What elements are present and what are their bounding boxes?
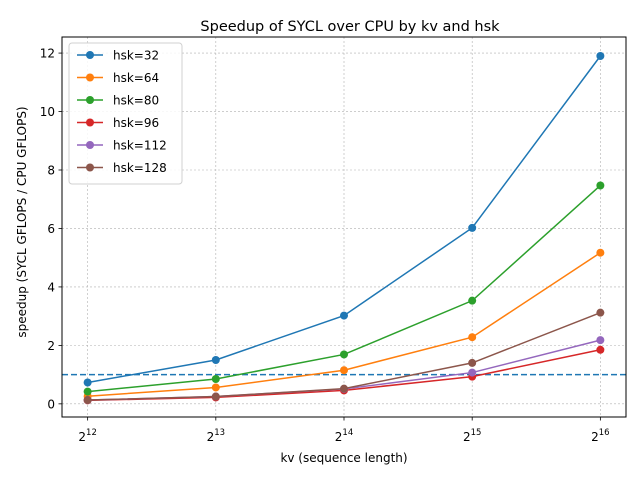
data-point bbox=[468, 368, 477, 377]
series-hsk-32 bbox=[83, 52, 605, 387]
data-point bbox=[340, 350, 348, 359]
x-tick-label: 213 bbox=[207, 428, 225, 444]
data-point bbox=[340, 366, 348, 375]
legend: hsk=32 hsk=64 hsk=80 hsk=96 hsk=112 hsk=128 bbox=[68, 42, 183, 185]
x-axis-label: kv (sequence length) bbox=[280, 451, 407, 465]
legend-entry-hsk-128: hsk=128 bbox=[77, 161, 167, 175]
data-point bbox=[211, 375, 220, 383]
y-axis-label: speedup (SYCL GFLOPS / CPU GFLOPS) bbox=[15, 106, 29, 337]
legend-label: hsk=96 bbox=[113, 116, 159, 130]
data-point bbox=[596, 181, 605, 190]
series-hsk-128 bbox=[83, 308, 605, 405]
x-axis-ticks: 212 213 214 215 216 bbox=[78, 417, 610, 444]
data-point bbox=[83, 396, 92, 405]
data-point bbox=[596, 248, 605, 257]
legend-entry-hsk-64: hsk=64 bbox=[77, 71, 159, 85]
legend-entry-hsk-32: hsk=32 bbox=[77, 49, 159, 63]
series-hsk-80 bbox=[83, 181, 605, 396]
chart-title: Speedup of SYCL over CPU by kv and hsk bbox=[200, 19, 500, 35]
y-tick-label: 8 bbox=[47, 164, 55, 178]
series-layer bbox=[83, 52, 605, 405]
y-tick-label: 10 bbox=[40, 105, 55, 119]
data-point bbox=[211, 356, 220, 364]
legend-entry-hsk-80: hsk=80 bbox=[77, 94, 159, 108]
data-point bbox=[596, 308, 605, 317]
legend-marker bbox=[86, 96, 94, 104]
data-point bbox=[596, 345, 605, 354]
legend-entry-hsk-112: hsk=112 bbox=[77, 139, 167, 153]
data-point bbox=[340, 384, 348, 393]
data-point bbox=[596, 336, 605, 345]
legend-marker bbox=[86, 163, 94, 172]
legend-entry-hsk-96: hsk=96 bbox=[77, 116, 159, 130]
y-tick-label: 2 bbox=[47, 339, 55, 353]
legend-marker bbox=[86, 51, 94, 59]
legend-marker bbox=[86, 73, 94, 82]
data-point bbox=[468, 358, 477, 367]
x-tick-label: 216 bbox=[591, 428, 609, 444]
y-axis-ticks: 0 2 4 6 8 10 12 bbox=[40, 47, 62, 411]
y-tick-label: 12 bbox=[40, 47, 55, 61]
data-point bbox=[211, 383, 220, 392]
y-tick-label: 0 bbox=[47, 397, 55, 411]
legend-label: hsk=32 bbox=[113, 49, 159, 63]
data-point bbox=[83, 378, 92, 387]
legend-marker bbox=[86, 141, 94, 149]
y-tick-label: 4 bbox=[47, 280, 55, 294]
data-point bbox=[596, 52, 605, 60]
data-point bbox=[468, 296, 477, 305]
data-point bbox=[468, 333, 477, 342]
x-tick-label: 215 bbox=[463, 428, 481, 444]
y-tick-label: 6 bbox=[47, 222, 55, 236]
legend-label: hsk=80 bbox=[113, 94, 159, 108]
data-point bbox=[340, 311, 348, 320]
data-point bbox=[211, 392, 220, 401]
legend-label: hsk=128 bbox=[113, 161, 167, 175]
data-point bbox=[83, 387, 92, 396]
legend-label: hsk=112 bbox=[113, 139, 167, 153]
legend-marker bbox=[86, 118, 94, 127]
legend-label: hsk=64 bbox=[113, 71, 159, 85]
x-tick-label: 212 bbox=[78, 428, 96, 444]
data-point bbox=[468, 223, 477, 232]
x-tick-label: 214 bbox=[335, 428, 353, 444]
